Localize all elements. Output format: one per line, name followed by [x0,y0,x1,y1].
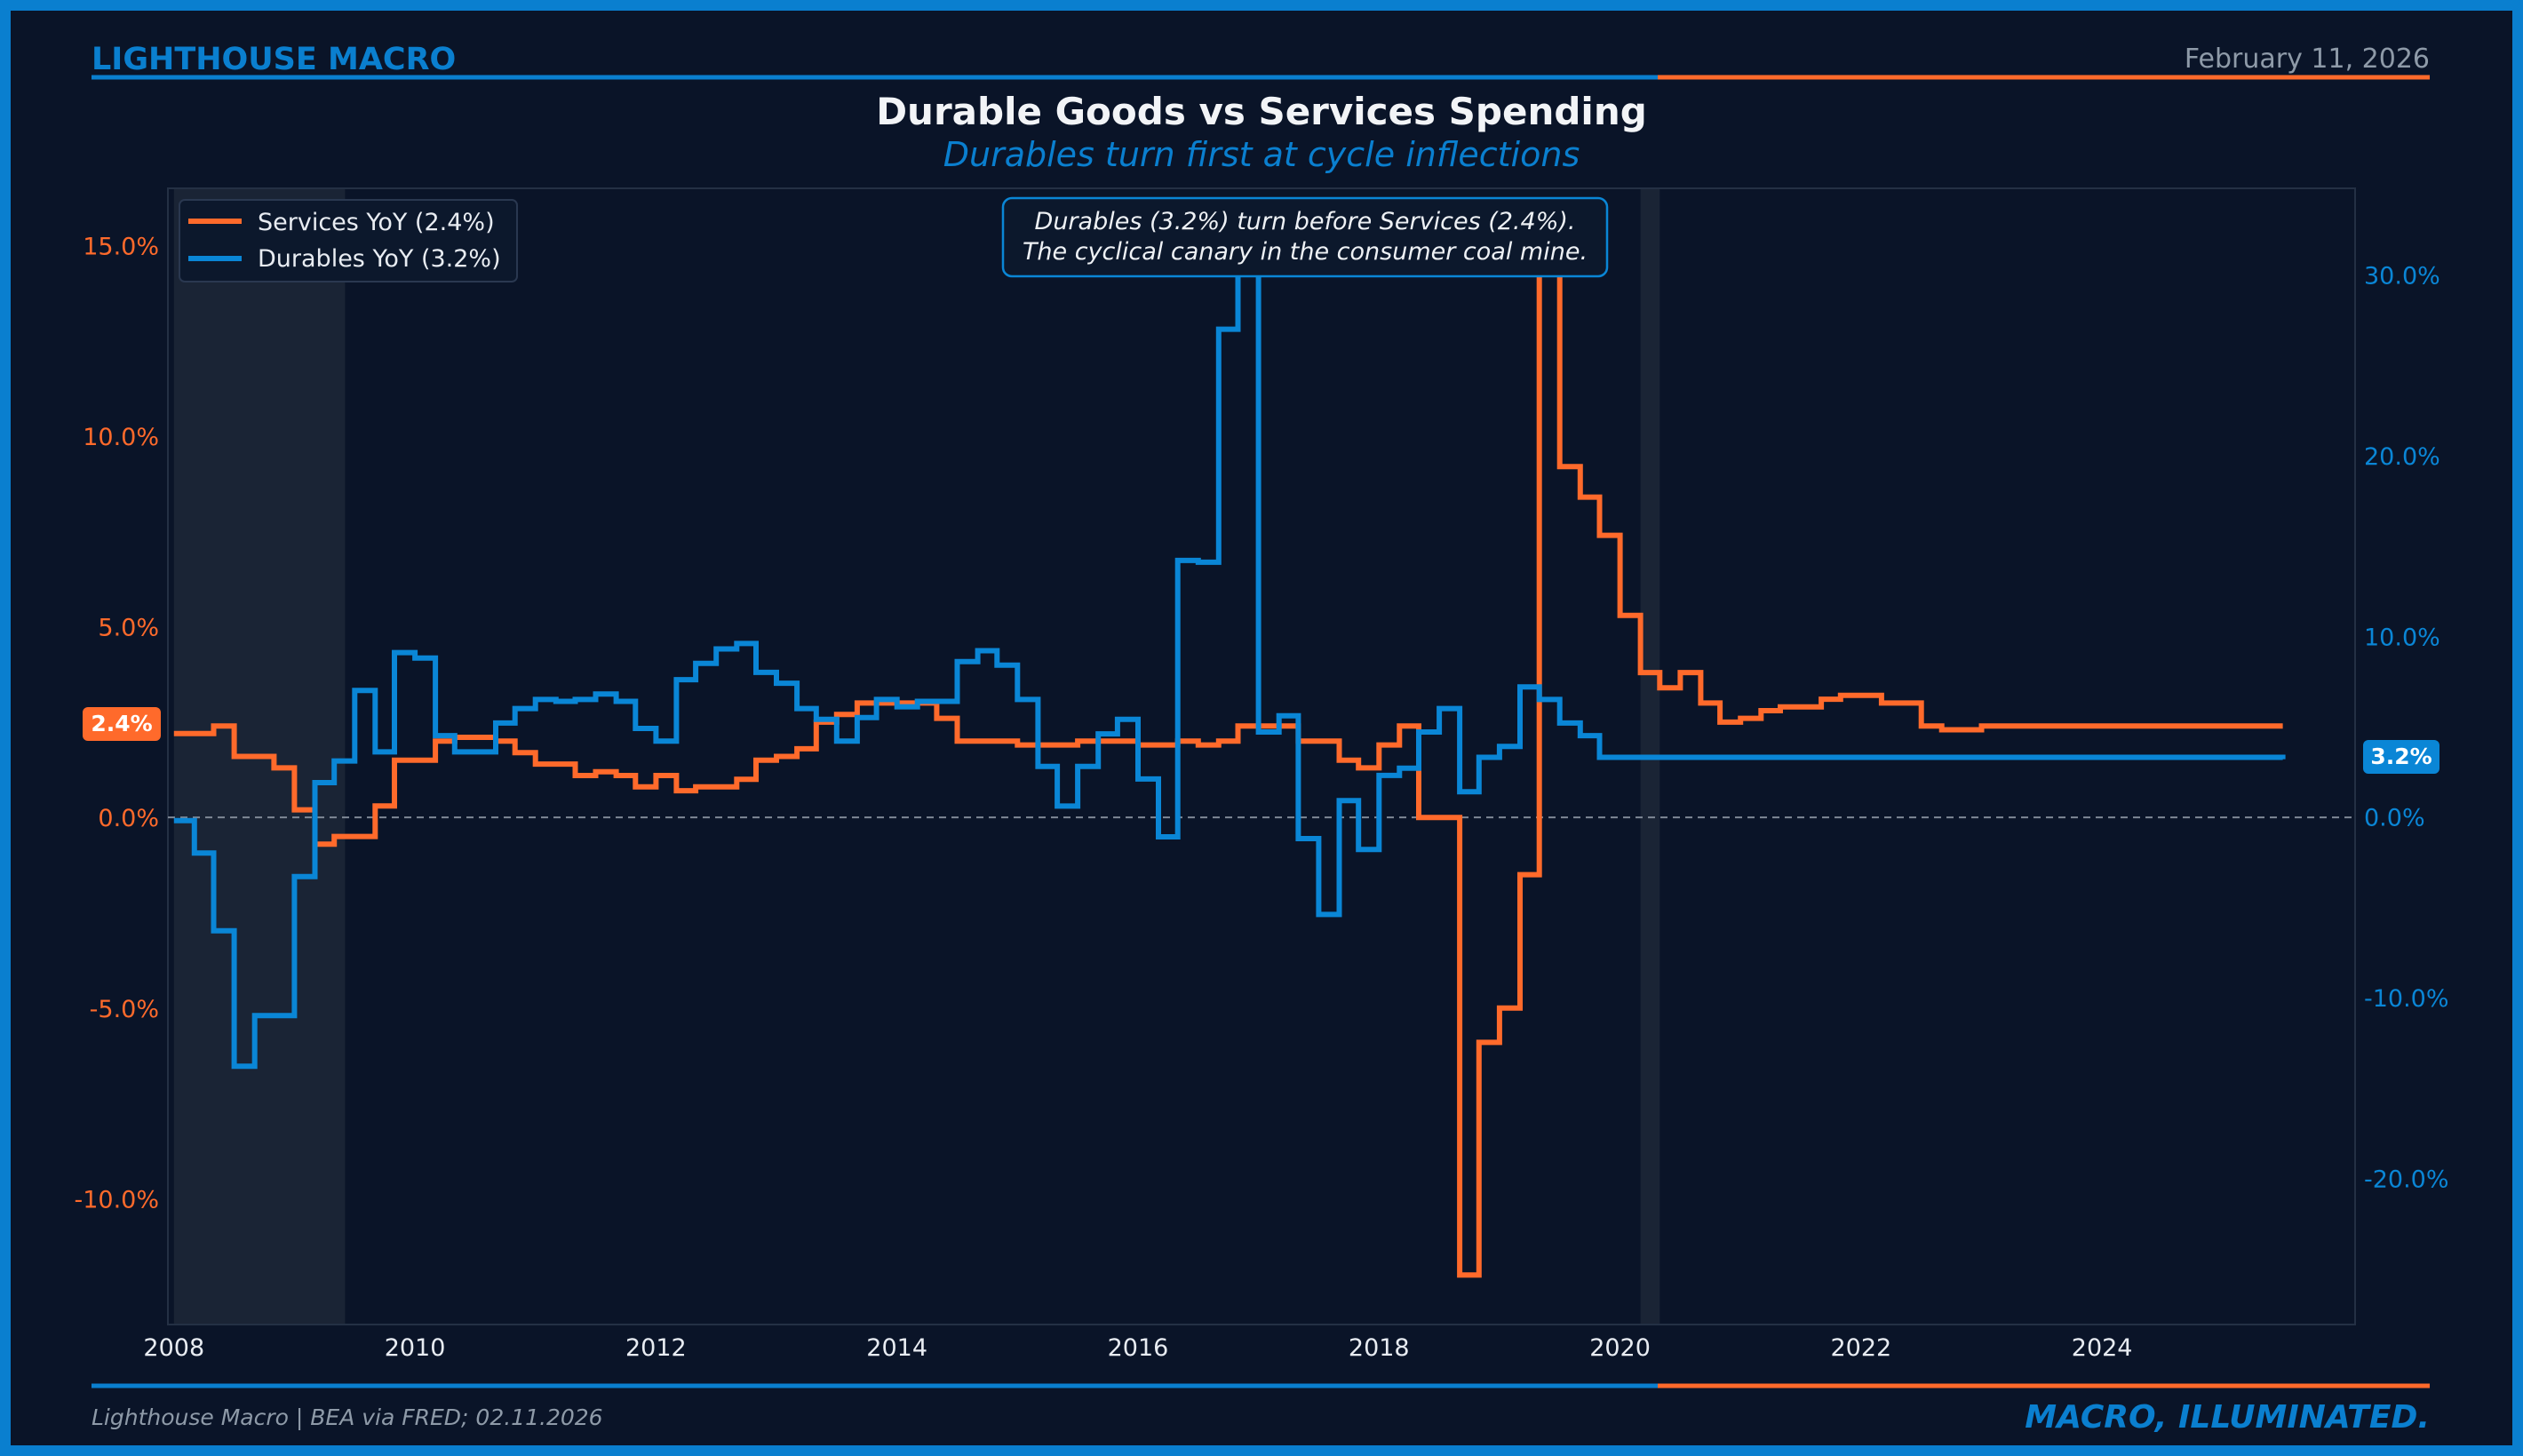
x-tick-label-2020: 2020 [1589,1334,1651,1362]
y-right-tick-label: 30.0% [2364,263,2440,290]
annotation-box [1001,196,1609,278]
x-tick-label-2010: 2010 [385,1334,446,1362]
end-badge-durables [2363,740,2439,774]
durables-yoy-line [173,228,2286,1070]
x-tick-label-2024: 2024 [2072,1334,2133,1362]
y-right-tick-label: 0.0% [2364,805,2425,832]
chart-subtitle: Durables turn first at cycle inflections [943,135,1580,174]
y-right-tick-label: 20.0% [2364,443,2440,471]
end-badge-services [83,707,161,741]
y-left-tick-label: 15.0% [83,233,159,260]
source-note: Lighthouse Macro | BEA via FRED; 02.11.2… [92,1404,603,1430]
annotation-line-2: The cyclical canary in the consumer coal… [1023,238,1588,266]
y-right-tick-label: -10.0% [2364,985,2449,1013]
legend-label-durables: Durables YoY (3.2%) [258,245,501,273]
annotation-line-1: Durables (3.2%) turn before Services (2.… [1035,208,1576,235]
y-left-tick-label: 5.0% [98,615,159,642]
report-date: February 11, 2026 [2185,44,2430,75]
y-right-tick-label: -20.0% [2364,1166,2449,1193]
y-left-tick-label: 10.0% [83,424,159,451]
x-tick-label-2022: 2022 [1830,1334,1891,1362]
tagline: MACRO, ILLUMINATED. [2025,1399,2430,1436]
end-badge-durables-label: 3.2% [2370,744,2431,769]
end-badge-services-label: 2.4% [91,711,152,736]
chart-title: Durable Goods vs Services Spending [876,90,1647,133]
x-tick-label-2018: 2018 [1349,1334,1410,1362]
legend-label-services: Services YoY (2.4%) [258,209,495,236]
y-right-tick-label: 10.0% [2364,624,2440,651]
y-left-tick-label: -5.0% [90,996,159,1023]
y-left-tick-label: 0.0% [98,805,159,832]
services-yoy-line [173,243,2283,1278]
x-tick-label-2012: 2012 [625,1334,687,1362]
x-tick-label-2008: 2008 [143,1334,204,1362]
brand-title: LIGHTHOUSE MACRO [92,42,456,77]
x-tick-label-2014: 2014 [866,1334,927,1362]
x-tick-label-2016: 2016 [1108,1334,1169,1362]
y-left-tick-label: -10.0% [74,1186,159,1213]
legend-box [179,199,518,282]
